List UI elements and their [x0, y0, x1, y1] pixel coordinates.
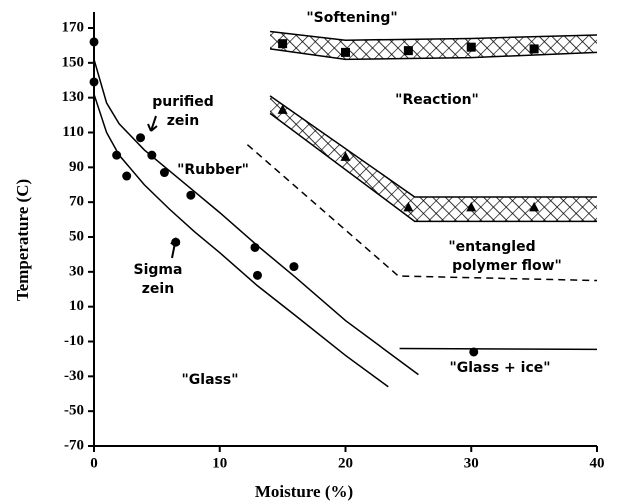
point [289, 262, 299, 272]
point [340, 151, 351, 161]
point [403, 201, 414, 212]
y-axis-label: Temperature (C) [13, 179, 32, 301]
band-fill [270, 95, 597, 222]
point [89, 77, 99, 87]
band-edge [269, 112, 597, 223]
point [89, 37, 99, 47]
annotation: zein [167, 113, 199, 129]
point [159, 168, 169, 178]
annotation: purified [152, 94, 214, 110]
point [403, 46, 413, 56]
point [341, 47, 350, 57]
y-tick-label: 90 [69, 159, 84, 175]
annotation: "Reaction" [395, 92, 479, 108]
point [112, 150, 122, 160]
y-tick-label: -10 [64, 333, 84, 349]
curve [246, 144, 598, 282]
annotation: "Glass" [182, 372, 239, 388]
band-edge [269, 95, 597, 198]
point [171, 237, 181, 247]
point [466, 201, 477, 212]
band-edge [269, 30, 598, 41]
point [186, 190, 196, 200]
x-tick-label: 10 [212, 455, 227, 471]
point [466, 42, 476, 52]
y-tick-label: 50 [69, 228, 84, 244]
x-axis-label: Moisture (%) [255, 482, 353, 501]
x-tick-label: 20 [338, 455, 353, 471]
point [469, 347, 479, 357]
y-tick-label: 70 [69, 194, 84, 210]
annotation: "Rubber" [177, 162, 249, 178]
annotation: "Glass + ice" [449, 360, 550, 376]
point [277, 104, 288, 114]
annotation: polymer flow" [452, 258, 562, 274]
point [529, 44, 539, 54]
point [529, 201, 540, 212]
y-tick-label: 110 [62, 124, 84, 140]
band-fill [270, 31, 597, 60]
point [136, 133, 146, 143]
y-tick-label: 10 [69, 298, 84, 314]
annotation: "Softening" [306, 10, 397, 26]
annotation: zein [142, 281, 174, 297]
annotation: "entangled [448, 239, 535, 255]
curve [399, 347, 598, 351]
point [252, 270, 262, 280]
x-tick-label: 30 [464, 455, 479, 471]
y-tick-label: 170 [62, 19, 85, 35]
y-tick-label: 150 [62, 54, 85, 70]
x-tick-label: 0 [90, 455, 98, 471]
y-tick-label: -70 [64, 437, 84, 453]
annotation: Sigma [134, 262, 183, 278]
point [278, 39, 288, 49]
band-edge [269, 48, 598, 61]
point [122, 171, 132, 181]
y-tick-label: 130 [62, 89, 85, 105]
x-tick-label: 40 [590, 455, 605, 471]
y-tick-label: -30 [64, 368, 84, 384]
curve [93, 93, 389, 388]
y-tick-label: 30 [69, 263, 84, 279]
arrow [147, 115, 158, 132]
curve [93, 59, 419, 376]
y-tick-label: -50 [64, 403, 84, 419]
